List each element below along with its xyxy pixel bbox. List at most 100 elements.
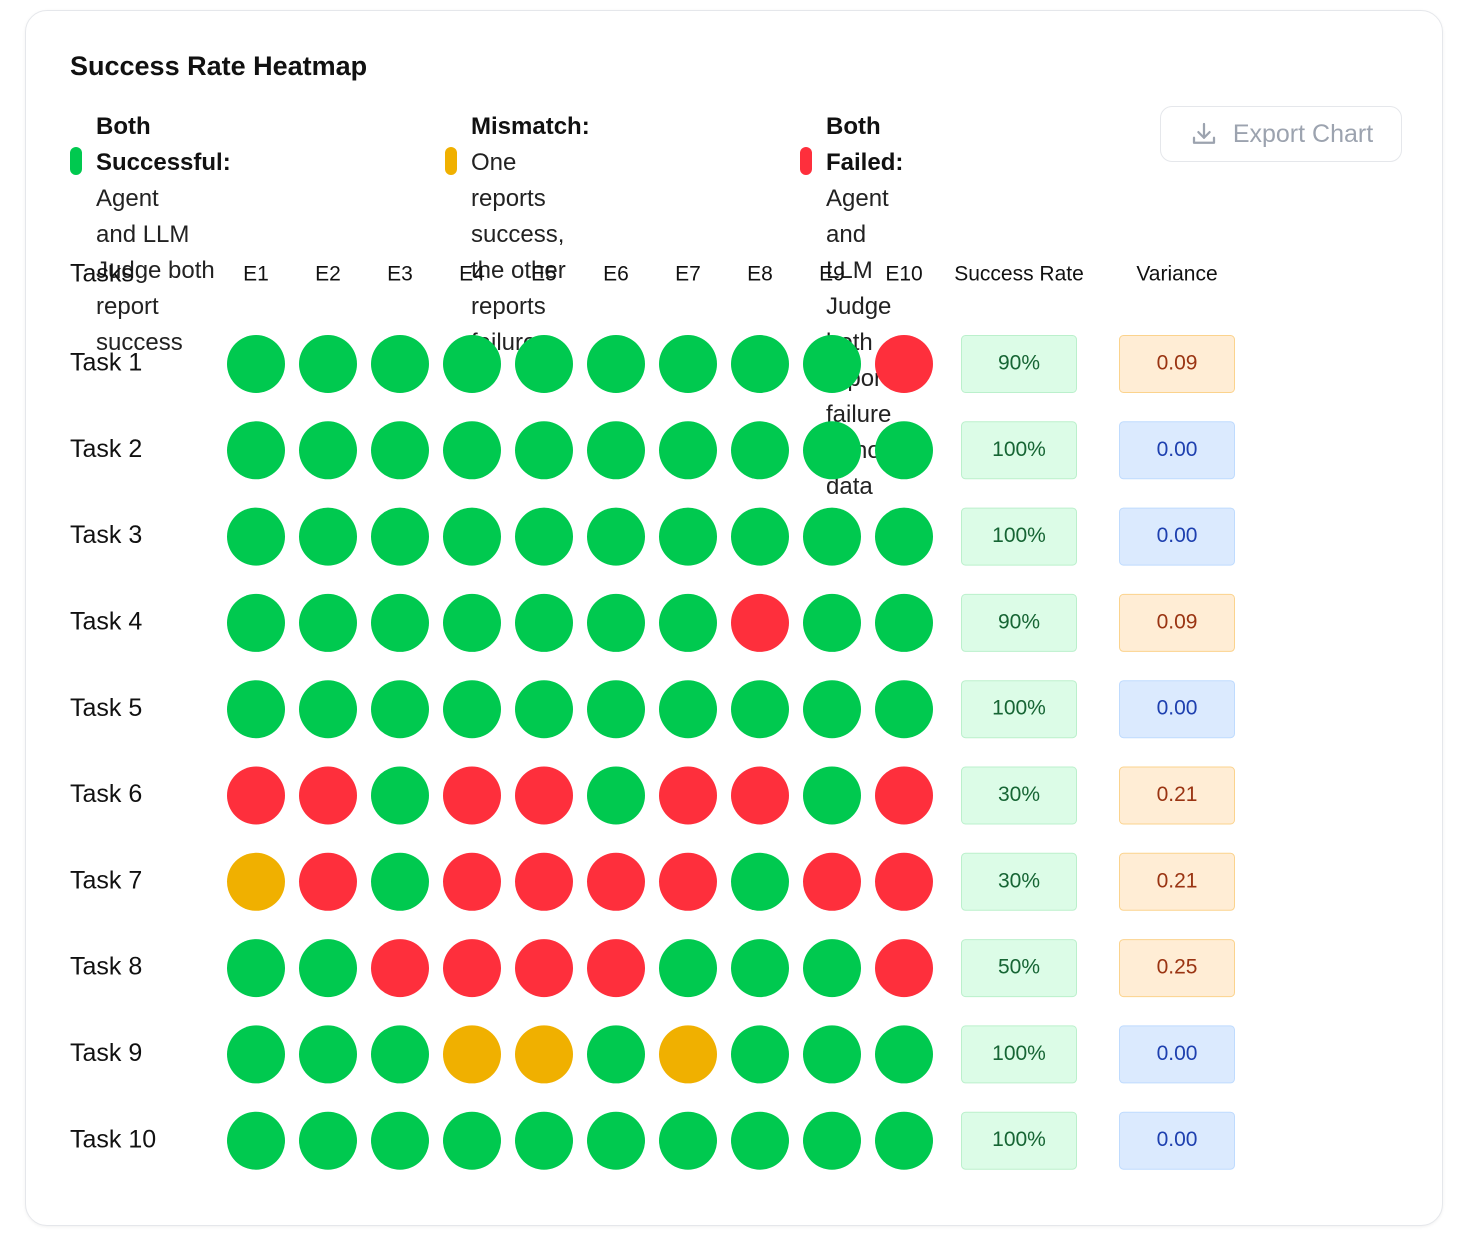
success-rate-value: 90%	[998, 352, 1040, 375]
variance-badge	[1119, 1111, 1235, 1170]
heatmap-cell-failed	[587, 939, 645, 998]
task-label: Task 8	[70, 953, 142, 981]
heatmap-cell-failed	[515, 939, 573, 998]
success-rate-badge	[961, 593, 1077, 652]
success-rate-badge	[961, 1111, 1077, 1170]
column-header-e4: E4	[459, 263, 485, 286]
heatmap-cell-failed	[803, 852, 861, 911]
heatmap-cell-failed	[443, 852, 501, 911]
heatmap-cell-success	[659, 1111, 717, 1170]
heatmap-cell-failed	[875, 939, 933, 998]
legend-text: success, the other	[471, 221, 566, 284]
heatmap-cell-failed	[731, 593, 789, 652]
heatmap-cell-success	[731, 852, 789, 911]
heatmap-cell-success	[875, 680, 933, 739]
heatmap-cell-success	[803, 507, 861, 566]
heatmap-cell-success	[731, 421, 789, 480]
legend-text: LLM Judge both report	[826, 257, 892, 392]
success-rate-value: 100%	[992, 524, 1046, 547]
heatmap-cell-success	[875, 593, 933, 652]
heatmap-cell-failed	[299, 852, 357, 911]
variance-badge	[1119, 766, 1235, 825]
chart-title: Success Rate Heatmap	[70, 51, 368, 81]
task-label: Task 2	[70, 435, 142, 463]
heatmap-cell-success	[875, 1111, 933, 1170]
success-rate-badge	[961, 852, 1077, 911]
success-rate-value: 100%	[992, 1128, 1046, 1151]
legend-label-mismatch: Mismatch:	[471, 113, 590, 140]
heatmap-cell-failed	[515, 852, 573, 911]
legend-swatch-mismatch	[445, 147, 457, 175]
heatmap-cell-success	[803, 939, 861, 998]
heatmap-cell-failed	[875, 335, 933, 393]
variance-value: 0.21	[1157, 869, 1198, 892]
heatmap-cell-success	[227, 335, 285, 393]
heatmap-cell-success	[587, 766, 645, 825]
legend-text: One reports	[471, 149, 546, 212]
variance-value: 0.09	[1157, 352, 1198, 375]
heatmap-cell-success	[587, 1111, 645, 1170]
heatmap-cell-success	[659, 939, 717, 998]
heatmap-cell-success	[515, 421, 573, 480]
variance-value: 0.00	[1157, 697, 1198, 720]
heatmap-cell-success	[443, 1111, 501, 1170]
heatmap-cell-success	[227, 680, 285, 739]
heatmap-cell-success	[371, 421, 429, 480]
success-rate-value: 50%	[998, 956, 1040, 979]
heatmap-cell-success	[299, 1025, 357, 1084]
heatmap-cell-success	[515, 1111, 573, 1170]
heatmap-cell-success	[443, 335, 501, 393]
heatmap-cell-success	[731, 507, 789, 566]
task-label: Task 9	[70, 1039, 142, 1067]
heatmap-cell-failed	[371, 939, 429, 998]
task-label: Task 6	[70, 780, 142, 808]
variance-badge	[1119, 593, 1235, 652]
variance-badge	[1119, 335, 1235, 393]
heatmap-cell-failed	[659, 852, 717, 911]
heatmap-cell-failed	[875, 766, 933, 825]
heatmap-cell-success	[731, 939, 789, 998]
heatmap-cell-mismatch	[515, 1025, 573, 1084]
success-rate-badge	[961, 766, 1077, 825]
column-header-e9: E9	[819, 263, 845, 286]
heatmap-cell-success	[515, 680, 573, 739]
heatmap-cell-success	[299, 1111, 357, 1170]
download-icon	[1192, 122, 1215, 144]
variance-value: 0.00	[1157, 1128, 1198, 1151]
heatmap-cell-success	[731, 680, 789, 739]
export-chart-button[interactable]: Export Chart	[1160, 106, 1402, 162]
column-header-e5: E5	[531, 263, 557, 286]
task-label: Task 10	[70, 1125, 156, 1153]
column-header-e8: E8	[747, 263, 773, 286]
heatmap-cell-success	[371, 680, 429, 739]
heatmap-cell-success	[803, 766, 861, 825]
heatmap-cell-success	[299, 680, 357, 739]
heatmap-cell-success	[443, 507, 501, 566]
legend-text: Agent and	[826, 185, 889, 248]
heatmap-cell-success	[371, 852, 429, 911]
heatmap-cell-success	[299, 421, 357, 480]
heatmap-cell-success	[803, 1111, 861, 1170]
variance-value: 0.00	[1157, 524, 1198, 547]
heatmap-cell-failed	[443, 766, 501, 825]
task-label: Task 4	[70, 608, 142, 636]
legend-swatch-failed	[800, 147, 812, 175]
column-header-e2: E2	[315, 263, 341, 286]
task-label: Task 3	[70, 521, 142, 549]
success-rate-badge	[961, 680, 1077, 739]
legend-text: and LLM Judge both	[96, 221, 215, 284]
heatmap-cell-success	[371, 507, 429, 566]
heatmap-cell-success	[371, 1111, 429, 1170]
legend-swatch-success	[70, 147, 82, 175]
heatmap-cell-success	[371, 593, 429, 652]
heatmap-cell-success	[731, 1111, 789, 1170]
column-header-e7: E7	[675, 263, 701, 286]
legend-text: report success	[96, 293, 183, 356]
heatmap-cell-success	[443, 593, 501, 652]
success-rate-badge	[961, 507, 1077, 566]
heatmap-cell-success	[587, 507, 645, 566]
variance-badge	[1119, 421, 1235, 480]
heatmap-cell-mismatch	[227, 852, 285, 911]
heatmap-cell-success	[299, 335, 357, 393]
success-rate-value: 90%	[998, 610, 1040, 633]
